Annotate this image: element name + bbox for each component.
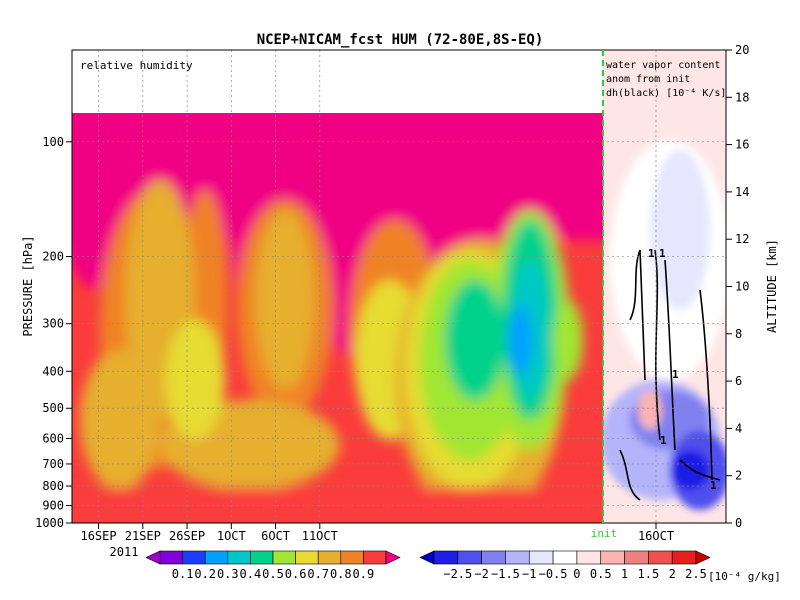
colorbar-label: 0.5 bbox=[262, 567, 284, 581]
x-axis-year: 2011 bbox=[110, 545, 139, 559]
y-left-tick-label: 300 bbox=[42, 317, 64, 331]
colorbar-end bbox=[419, 550, 435, 565]
colorbar-label: 0 bbox=[573, 567, 580, 581]
contour-label: 1 bbox=[660, 434, 667, 447]
colorbar-label: −1 bbox=[522, 567, 536, 581]
y-right-tick-label: 20 bbox=[735, 43, 749, 57]
colorbar-label: −2.5 bbox=[443, 567, 472, 581]
colorbar-label: 0.6 bbox=[285, 567, 307, 581]
colorbar-anomaly: −2.5 −2 −1.5 −1 −0.5 0 0.5 1 1.5 2 2.5 bbox=[419, 550, 711, 581]
colorbar-label: 2 bbox=[669, 567, 676, 581]
rh-field bbox=[72, 113, 603, 523]
colorbar-label: 0.2 bbox=[194, 567, 216, 581]
colorbar-cell bbox=[340, 550, 364, 565]
y-left-tick-label: 600 bbox=[42, 431, 64, 445]
y-right-tick-label: 10 bbox=[735, 280, 749, 294]
colorbar-cell bbox=[204, 550, 229, 565]
colorbar-label: 0.1 bbox=[172, 567, 194, 581]
right-panel-label-3: dh(black) [10⁻⁴ K/s] bbox=[606, 88, 726, 99]
x-axis: 16SEP 21SEP 26SEP 1OCT 6OCT 11OCT 16OCT bbox=[80, 523, 674, 543]
colorbar-label: 0.3 bbox=[217, 567, 239, 581]
contour-labels: 1 1 1 1 1 bbox=[648, 247, 717, 492]
colorbar-end bbox=[385, 550, 401, 565]
colorbar-label: 1 bbox=[621, 567, 628, 581]
y-left-tick-label: 900 bbox=[42, 499, 64, 513]
contour-label: 1 bbox=[659, 247, 666, 260]
right-panel-label-1: water vapor content bbox=[606, 60, 720, 71]
x-tick-label: 6OCT bbox=[261, 529, 290, 543]
y-right-tick-label: 4 bbox=[735, 421, 742, 435]
y-axis-left: 100 200 300 400 500 600 700 800 900 1000 bbox=[35, 135, 72, 530]
colorbar-cell bbox=[433, 550, 459, 565]
colorbar-cell bbox=[600, 550, 625, 565]
colorbar-cell bbox=[227, 550, 251, 565]
colorbar-anomaly-unit: [10⁻⁴ g/kg] bbox=[708, 570, 781, 583]
colorbar-cell bbox=[159, 550, 183, 565]
y-left-tick-label: 700 bbox=[42, 457, 64, 471]
colorbar-cell bbox=[272, 550, 296, 565]
upper-blank bbox=[72, 50, 603, 113]
y-right-tick-label: 6 bbox=[735, 374, 742, 388]
y-left-tick-label: 100 bbox=[42, 135, 64, 149]
colorbar-label: 0.7 bbox=[307, 567, 329, 581]
colorbar-cell bbox=[624, 550, 649, 565]
colorbar-cell bbox=[317, 550, 342, 565]
y-right-tick-label: 2 bbox=[735, 469, 742, 483]
colorbar-cell bbox=[363, 550, 387, 565]
x-tick-label: 26SEP bbox=[169, 529, 205, 543]
y-axis-right-label: ALTITUDE [km] bbox=[765, 239, 779, 333]
colorbar-label: −2 bbox=[474, 567, 488, 581]
y-left-tick-label: 800 bbox=[42, 479, 64, 493]
colorbar-cell bbox=[552, 550, 578, 565]
colorbar-label: −1.5 bbox=[491, 567, 520, 581]
colorbar-cell bbox=[457, 550, 482, 565]
colorbar-end bbox=[145, 550, 161, 565]
y-right-tick-label: 14 bbox=[735, 185, 749, 199]
right-panel-label-2: anom from init bbox=[606, 74, 690, 85]
colorbar-label: 0.8 bbox=[330, 567, 352, 581]
x-tick-label: 16OCT bbox=[638, 529, 674, 543]
chart-title: NCEP+NICAM_fcst HUM (72-80E,8S-EQ) bbox=[257, 32, 544, 48]
colorbar-label: 0.9 bbox=[353, 567, 375, 581]
init-label: init bbox=[591, 527, 618, 540]
y-axis-left-label: PRESSURE [hPa] bbox=[21, 235, 35, 336]
colorbar-label: 2.5 bbox=[685, 567, 707, 581]
colorbar-cell bbox=[576, 550, 602, 565]
colorbar-label: 0.4 bbox=[240, 567, 262, 581]
colorbar-label: −0.5 bbox=[539, 567, 568, 581]
contour-label: 1 bbox=[672, 368, 679, 381]
x-tick-label: 1OCT bbox=[217, 529, 246, 543]
colorbar-cell bbox=[648, 550, 673, 565]
colorbar-cell bbox=[182, 550, 206, 565]
colorbar-rh: 0.1 0.2 0.3 0.4 0.5 0.6 0.7 0.8 0.9 bbox=[145, 550, 401, 581]
y-right-tick-label: 8 bbox=[735, 327, 742, 341]
y-right-tick-label: 16 bbox=[735, 138, 749, 152]
x-tick-label: 11OCT bbox=[302, 529, 338, 543]
y-left-tick-label: 200 bbox=[42, 250, 64, 264]
colorbar-cell bbox=[671, 550, 697, 565]
colorbar-cell bbox=[505, 550, 530, 565]
colorbar-label: 0.5 bbox=[590, 567, 612, 581]
y-left-tick-label: 500 bbox=[42, 401, 64, 415]
colorbar-end bbox=[695, 550, 711, 565]
y-right-tick-label: 18 bbox=[735, 90, 749, 104]
colorbar-label: 1.5 bbox=[638, 567, 660, 581]
left-panel-label: relative humidity bbox=[80, 59, 193, 72]
contour-label: 1 bbox=[648, 247, 655, 260]
x-tick-label: 21SEP bbox=[125, 529, 161, 543]
y-right-tick-label: 12 bbox=[735, 232, 749, 246]
contour-label: 1 bbox=[710, 479, 717, 492]
y-left-tick-label: 1000 bbox=[35, 516, 64, 530]
colorbar-cell bbox=[250, 550, 274, 565]
colorbar-cell bbox=[295, 550, 319, 565]
y-right-tick-label: 0 bbox=[735, 516, 742, 530]
colorbar-cell bbox=[528, 550, 554, 565]
x-tick-label: 16SEP bbox=[80, 529, 116, 543]
colorbar-cell bbox=[481, 550, 506, 565]
y-left-tick-label: 400 bbox=[42, 364, 64, 378]
anomaly-field bbox=[603, 50, 726, 523]
y-axis-right: 0 2 4 6 8 10 12 14 16 18 20 bbox=[726, 43, 749, 530]
